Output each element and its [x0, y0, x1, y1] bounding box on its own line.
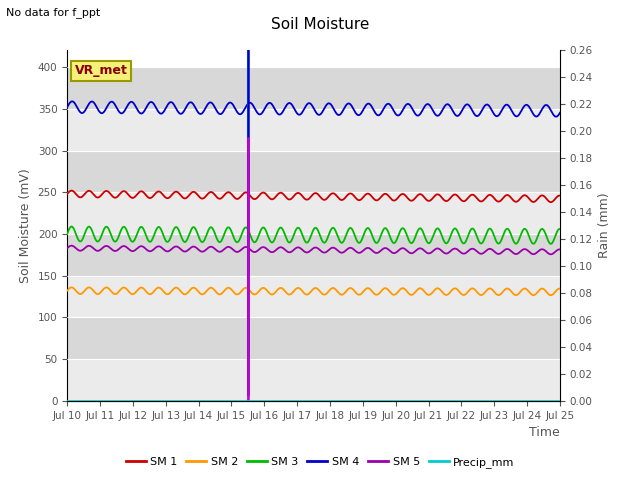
Bar — [67, 109, 560, 151]
X-axis label: Time: Time — [529, 426, 560, 439]
Bar — [67, 67, 560, 109]
Text: No data for f_ppt: No data for f_ppt — [6, 7, 100, 18]
Text: Soil Moisture: Soil Moisture — [271, 17, 369, 32]
Bar — [67, 234, 560, 276]
Bar — [67, 192, 560, 234]
Legend: SM 1, SM 2, SM 3, SM 4, SM 5, Precip_mm: SM 1, SM 2, SM 3, SM 4, SM 5, Precip_mm — [121, 452, 519, 472]
Bar — [67, 151, 560, 192]
Y-axis label: Soil Moisture (mV): Soil Moisture (mV) — [19, 168, 32, 283]
Bar — [67, 317, 560, 359]
Bar — [67, 276, 560, 317]
Bar — [67, 359, 560, 401]
Text: VR_met: VR_met — [75, 64, 127, 77]
Y-axis label: Rain (mm): Rain (mm) — [598, 193, 611, 258]
